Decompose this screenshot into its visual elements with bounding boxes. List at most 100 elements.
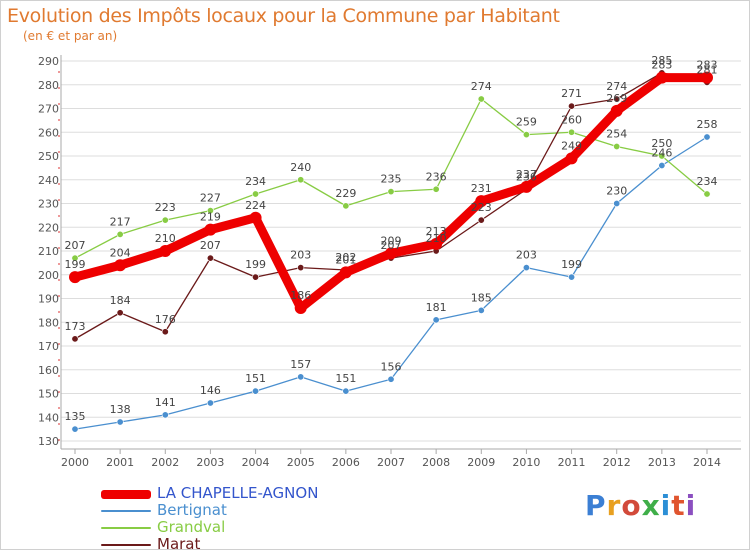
- data-point: [252, 190, 260, 198]
- data-label: 240: [290, 161, 311, 174]
- logo-letter: r: [606, 489, 622, 522]
- data-label: 271: [561, 87, 582, 100]
- data-label: 217: [110, 215, 131, 228]
- data-point: [432, 316, 440, 324]
- data-point: [114, 259, 127, 272]
- y-tick-label: 280: [38, 79, 59, 92]
- data-label: 146: [200, 384, 221, 397]
- data-label: 138: [110, 403, 131, 416]
- data-point: [387, 375, 395, 383]
- x-tick-label: 2003: [196, 456, 224, 469]
- data-label: 234: [697, 175, 718, 188]
- y-tick-label: 220: [38, 221, 59, 234]
- data-point: [655, 71, 668, 84]
- data-label: 203: [516, 249, 537, 262]
- y-tick-label: 290: [38, 55, 59, 68]
- data-point: [430, 237, 443, 250]
- data-label: 230: [606, 185, 627, 198]
- data-point: [475, 195, 488, 208]
- data-label: 209: [381, 234, 402, 247]
- x-tick-label: 2002: [151, 456, 179, 469]
- y-tick-label: 270: [38, 103, 59, 116]
- logo-letter: P: [585, 489, 607, 522]
- data-point: [116, 230, 124, 238]
- data-point: [116, 309, 124, 317]
- data-label: 141: [155, 396, 176, 409]
- data-label: 203: [290, 249, 311, 262]
- x-tick-label: 2008: [422, 456, 450, 469]
- data-label: 173: [65, 320, 86, 333]
- data-label: 199: [245, 258, 266, 271]
- data-label: 223: [155, 201, 176, 214]
- data-point: [565, 152, 578, 165]
- logo-letter: x: [641, 489, 661, 522]
- x-tick-label: 2004: [242, 456, 270, 469]
- x-tick-label: 2010: [512, 456, 540, 469]
- data-point: [297, 373, 305, 381]
- data-label: 201: [335, 253, 356, 266]
- y-tick-label: 260: [38, 126, 59, 139]
- data-point: [71, 335, 79, 343]
- data-point: [161, 328, 169, 336]
- chart-subtitle: (en € et par an): [23, 29, 118, 43]
- data-label: 259: [516, 116, 537, 129]
- data-point: [610, 104, 623, 117]
- data-label: 231: [471, 182, 492, 195]
- data-point: [613, 200, 621, 208]
- data-label: 258: [697, 118, 718, 131]
- data-label: 234: [245, 175, 266, 188]
- data-label: 176: [155, 313, 176, 326]
- data-point: [477, 306, 485, 314]
- data-point: [339, 266, 352, 279]
- data-label: 281: [697, 63, 718, 76]
- y-tick-label: 160: [38, 364, 59, 377]
- data-label: 246: [651, 147, 672, 160]
- data-label: 135: [65, 410, 86, 423]
- data-point: [206, 254, 214, 262]
- x-tick-label: 2012: [603, 456, 631, 469]
- data-label: 181: [426, 301, 447, 314]
- data-label: 207: [65, 239, 86, 252]
- data-label: 210: [426, 232, 447, 245]
- data-point: [703, 133, 711, 141]
- data-label: 254: [606, 128, 627, 141]
- data-label: 213: [426, 225, 447, 238]
- data-label: 236: [426, 170, 447, 183]
- data-point: [568, 273, 576, 281]
- data-point: [71, 254, 79, 262]
- data-point: [522, 264, 530, 272]
- data-point: [342, 387, 350, 395]
- legend-swatch: [101, 544, 151, 546]
- data-label: 227: [200, 192, 221, 205]
- x-tick-label: 2011: [558, 456, 586, 469]
- chart-title: Evolution des Impôts locaux pour la Comm…: [7, 5, 560, 27]
- data-label: 236: [516, 170, 537, 183]
- x-tick-label: 2006: [332, 456, 360, 469]
- x-tick-label: 2009: [467, 456, 495, 469]
- data-point: [387, 188, 395, 196]
- data-label: 237: [516, 168, 537, 181]
- data-point: [297, 176, 305, 184]
- series-la-chapelle-agnon: [69, 71, 713, 314]
- legend-label: Marat: [157, 535, 201, 550]
- data-label: 199: [561, 258, 582, 271]
- logo-letter: i: [685, 489, 697, 522]
- data-label: 260: [561, 113, 582, 126]
- x-tick-label: 2005: [287, 456, 315, 469]
- y-tick-label: 250: [38, 150, 59, 163]
- data-label: 157: [290, 358, 311, 371]
- legend-label: Bertignat: [157, 501, 227, 519]
- data-point: [159, 245, 172, 257]
- data-label: 283: [651, 59, 672, 72]
- data-label: 156: [381, 360, 402, 373]
- data-point: [294, 302, 307, 314]
- y-tick-label: 150: [38, 388, 59, 401]
- data-label: 224: [245, 199, 266, 212]
- data-point: [252, 387, 260, 395]
- legend-swatch: [101, 527, 151, 529]
- data-point: [116, 418, 124, 426]
- data-point: [658, 152, 666, 160]
- data-point: [613, 143, 621, 151]
